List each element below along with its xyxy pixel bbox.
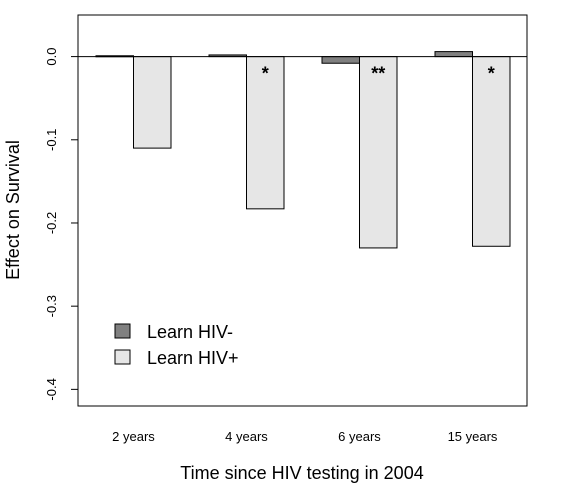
bar-learn-hiv-neg-3: [321, 56, 360, 64]
y-tick-label: -0.4: [44, 378, 59, 400]
plot-area: -0.4 -0.3 -0.2 -0.1 0.0 2 years 4 years * 6 year…: [44, 14, 528, 444]
legend-swatch-learn-hiv-pos: [114, 349, 131, 365]
legend: Learn HIV- Learn HIV+: [114, 322, 239, 368]
x-tick-label: 15 years: [448, 429, 498, 444]
y-tick-label: -0.2: [44, 212, 59, 234]
legend-label-learn-hiv-pos: Learn HIV+: [147, 348, 239, 368]
legend-label-learn-hiv-neg: Learn HIV-: [147, 322, 233, 342]
bar-learn-hiv-pos-1: [133, 56, 172, 149]
significance-marker: *: [262, 64, 269, 84]
y-tick-label: -0.3: [44, 295, 59, 317]
x-tick-label: 4 years: [225, 429, 268, 444]
bar-learn-hiv-pos-4: [472, 56, 511, 247]
bar-learn-hiv-neg-4: [434, 51, 473, 58]
x-tick-label: 6 years: [338, 429, 381, 444]
significance-marker: **: [371, 64, 385, 84]
significance-marker: *: [488, 64, 495, 84]
bar-learn-hiv-pos-3: [359, 56, 398, 249]
y-tick-label: 0.0: [44, 48, 59, 66]
y-tick-label: -0.1: [44, 129, 59, 151]
x-tick-label: 2 years: [112, 429, 155, 444]
y-axis-label: Effect on Survival: [3, 140, 23, 280]
x-axis-label: Time since HIV testing in 2004: [180, 463, 423, 483]
legend-swatch-learn-hiv-neg: [114, 323, 131, 339]
plot-frame: [77, 14, 528, 407]
